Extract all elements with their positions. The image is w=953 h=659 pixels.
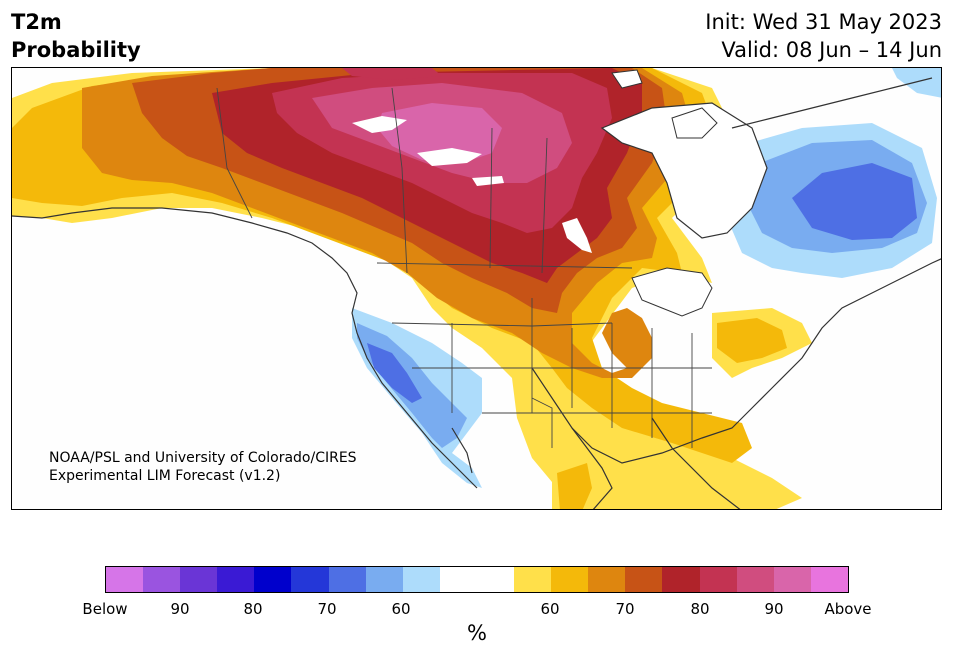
probability-colorbar	[105, 566, 849, 593]
colorbar-tick-label: 60	[391, 600, 411, 618]
forecast-dates: Init: Wed 31 May 2023 Valid: 08 Jun – 14…	[705, 8, 942, 64]
above-top-north-region	[342, 68, 442, 80]
lake-athabasca	[472, 176, 504, 186]
init-date: Init: Wed 31 May 2023	[705, 10, 942, 34]
colorbar-segment	[514, 567, 552, 592]
colorbar-segment	[328, 567, 366, 592]
colorbar-segment	[551, 567, 589, 592]
probability-map	[11, 67, 942, 510]
colorbar-segment	[476, 567, 515, 592]
colorbar-segment	[736, 567, 774, 592]
below-80-west-region	[367, 343, 422, 403]
lake-winnipeg	[562, 218, 592, 253]
colorbar-segment	[143, 567, 181, 592]
above-99-region	[377, 103, 502, 163]
credit-line-2: Experimental LIM Forecast (v1.2)	[49, 468, 281, 484]
colorbar-segment	[180, 567, 218, 592]
colorbar-tick-label: 80	[690, 600, 710, 618]
colorbar-segment	[588, 567, 626, 592]
hudson-bay	[600, 102, 768, 239]
title-variable: T2m	[11, 10, 62, 34]
colorbar-tick-label: 80	[243, 600, 263, 618]
colorbar-tick-label: 90	[764, 600, 784, 618]
political-borders	[216, 87, 712, 448]
colorbar-tick-label: 70	[615, 600, 635, 618]
coastlines	[12, 77, 941, 509]
colorbar-segment	[773, 567, 811, 592]
colorbar-segment	[291, 567, 329, 592]
colorbar-tick-label: 60	[540, 600, 560, 618]
valid-range: Valid: 08 Jun – 14 Jun	[721, 38, 942, 62]
title-type: Probability	[11, 38, 141, 62]
colorbar-segment	[217, 567, 255, 592]
below-80-east-region	[792, 163, 917, 240]
colorbar-tick-label: Above	[824, 600, 872, 618]
colorbar-tick-label: Below	[82, 600, 128, 618]
great-bear-lake	[352, 116, 407, 133]
colorbar-tick-label: 90	[170, 600, 190, 618]
great-slave-lake	[417, 148, 482, 166]
colorbar-segment	[402, 567, 440, 592]
credit-line-1: NOAA/PSL and University of Colorado/CIRE…	[49, 450, 357, 466]
colorbar-segment	[625, 567, 663, 592]
data-credit: NOAA/PSL and University of Colorado/CIRE…	[49, 449, 357, 485]
above-70-gulf-region	[557, 463, 592, 509]
arctic-islands	[611, 69, 718, 139]
colorbar-unit: %	[467, 621, 487, 645]
above-70-east-region	[717, 318, 787, 363]
colorbar-tick-label: 70	[317, 600, 337, 618]
colorbar-segment	[699, 567, 737, 592]
great-lakes	[631, 267, 713, 317]
map-title: T2m Probability	[11, 8, 141, 64]
colorbar-segment	[662, 567, 700, 592]
colorbar-segment	[365, 567, 403, 592]
colorbar-segment	[439, 567, 477, 592]
below-60-ne-corner	[892, 68, 941, 98]
colorbar-segment	[254, 567, 292, 592]
colorbar-segment	[106, 567, 144, 592]
colorbar-segment	[810, 567, 848, 592]
map-canvas	[12, 68, 941, 509]
